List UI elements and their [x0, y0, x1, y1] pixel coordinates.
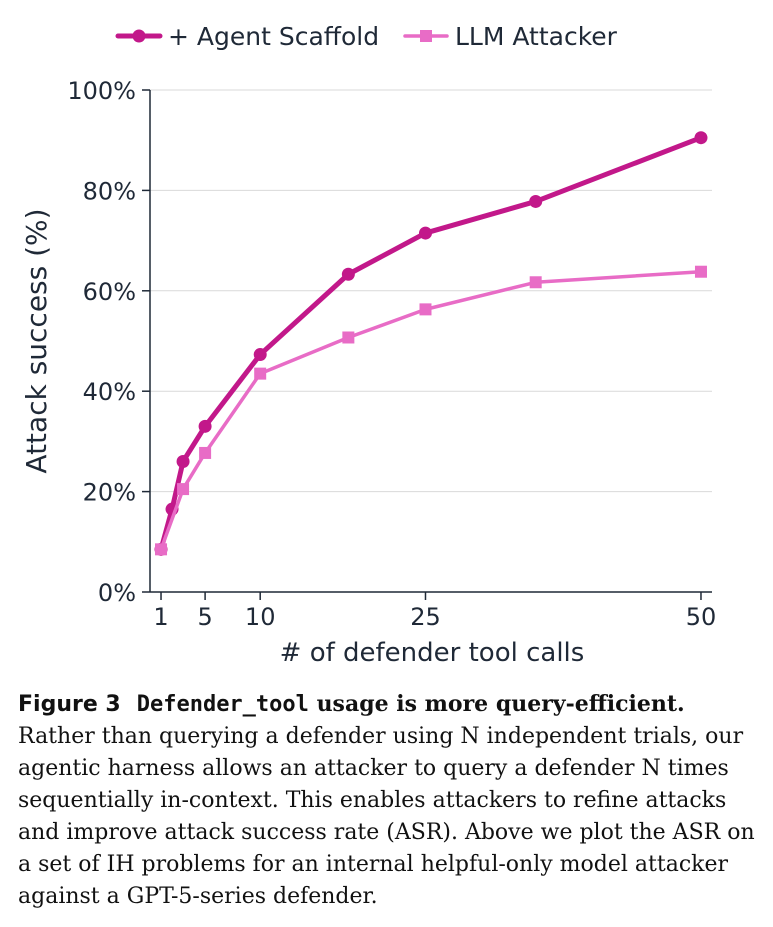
data-point [419, 303, 432, 316]
data-point [198, 419, 212, 433]
figure-caption: Figure 3 Defender_tool usage is more quer… [18, 688, 760, 913]
x-tick-label: 10 [245, 603, 276, 631]
y-tick-label: 0% [98, 579, 136, 607]
data-point [694, 131, 708, 145]
data-point [529, 276, 542, 289]
data-point [694, 265, 707, 278]
chart-axes [142, 89, 712, 600]
chart-legend: + Agent Scaffold LLM Attacker [115, 22, 618, 51]
y-tick-label: 100% [67, 77, 136, 105]
legend-marker [132, 29, 146, 43]
x-axis-label: # of defender tool calls [280, 638, 585, 668]
legend-label: + Agent Scaffold [168, 22, 379, 51]
data-series [154, 131, 708, 556]
tick-labels: 0% 20% 40% 60% 80% 100% 1 5 10 25 50 [67, 77, 716, 631]
data-point [529, 194, 543, 208]
caption-body: Rather than querying a defender using N … [18, 724, 755, 909]
x-tick-label: 5 [197, 603, 212, 631]
legend-marker [420, 30, 432, 42]
y-axis-label: Attack success (%) [20, 208, 53, 473]
series-line [158, 135, 704, 552]
data-point [199, 446, 212, 459]
y-tick-label: 80% [83, 177, 136, 205]
data-point [155, 543, 168, 556]
x-tick-label: 1 [153, 603, 168, 631]
data-point [253, 348, 267, 362]
caption-code-term: Defender_tool [136, 692, 309, 717]
series-line [159, 269, 703, 552]
data-point [418, 226, 432, 240]
x-tick-label: 50 [686, 603, 717, 631]
y-tick-label: 60% [83, 278, 136, 306]
caption-title: usage is more query-efficient. [308, 691, 685, 717]
y-tick-label: 40% [83, 378, 136, 406]
legend-label: LLM Attacker [455, 22, 618, 51]
line-chart: + Agent Scaffold LLM Attacker 0% 20% 40% 60%… [20, 22, 716, 668]
data-point [176, 454, 190, 468]
y-tick-label: 20% [83, 479, 136, 507]
x-tick-label: 25 [410, 603, 441, 631]
data-point [177, 483, 190, 496]
figure-label: Figure 3 [18, 692, 121, 717]
data-point [341, 267, 355, 281]
data-point [254, 367, 267, 380]
grid-lines [150, 89, 712, 493]
data-point [342, 331, 355, 344]
